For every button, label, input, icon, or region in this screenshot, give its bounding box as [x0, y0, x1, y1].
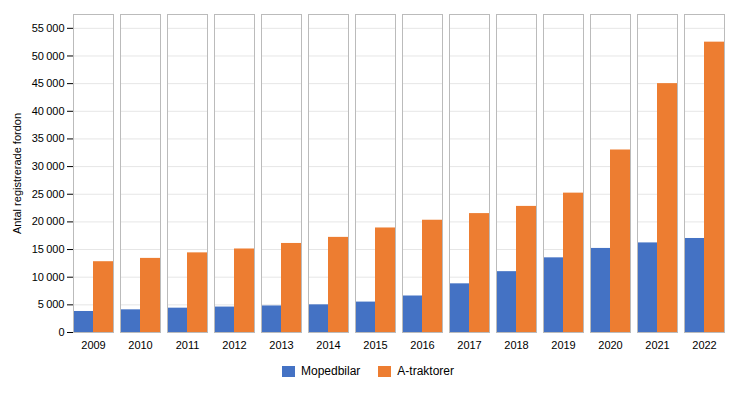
svg-text:2021: 2021	[645, 339, 669, 351]
svg-text:2018: 2018	[504, 339, 528, 351]
svg-text:55 000: 55 000	[32, 22, 65, 34]
svg-text:30 000: 30 000	[32, 160, 65, 172]
svg-text:2019: 2019	[551, 339, 575, 351]
html-text:Mopedbilar: Mopedbilar	[301, 364, 361, 378]
svg-text:45 000: 45 000	[32, 77, 65, 89]
svg-text:40 000: 40 000	[32, 105, 65, 117]
svg-text:2012: 2012	[222, 339, 246, 351]
svg-text:35 000: 35 000	[32, 132, 65, 144]
svg-text:25 000: 25 000	[32, 188, 65, 200]
svg-text:2010: 2010	[128, 339, 152, 351]
svg-text:50 000: 50 000	[32, 49, 65, 61]
svg-text:10 000: 10 000	[32, 271, 65, 283]
svg-text:Antal registrerade fordon: Antal registrerade fordon	[11, 113, 23, 234]
html-text:A-traktorer: A-traktorer	[397, 364, 454, 378]
svg-text:2016: 2016	[410, 339, 434, 351]
svg-text:2014: 2014	[316, 339, 340, 351]
svg-text:2013: 2013	[269, 339, 293, 351]
svg-text:2020: 2020	[598, 339, 622, 351]
svg-text:2009: 2009	[81, 339, 105, 351]
svg-text:0: 0	[58, 326, 64, 338]
svg-text:2022: 2022	[692, 339, 716, 351]
svg-text:2011: 2011	[176, 339, 200, 351]
svg-text:2017: 2017	[457, 339, 481, 351]
svg-text:2015: 2015	[363, 339, 387, 351]
svg-text:5 000: 5 000	[38, 298, 65, 310]
svg-text:20 000: 20 000	[32, 215, 65, 227]
svg-text:15 000: 15 000	[32, 243, 65, 255]
